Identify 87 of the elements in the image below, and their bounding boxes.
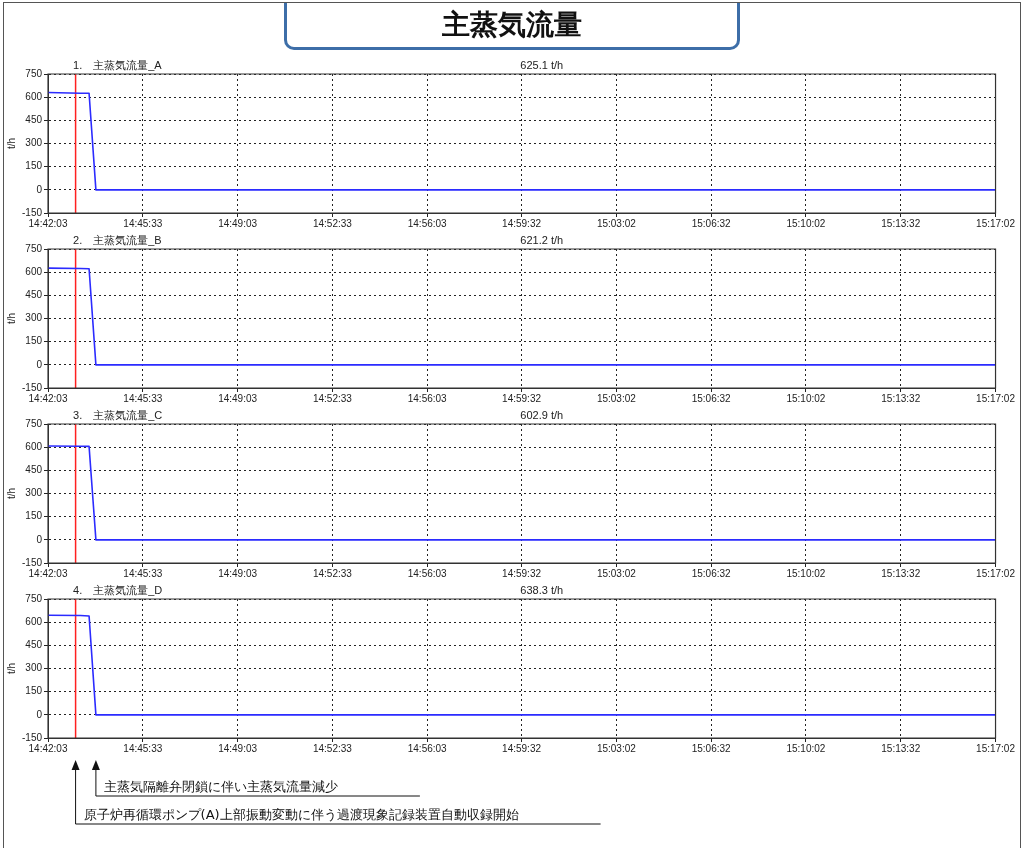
x-tick-label: 15:17:02 xyxy=(976,742,1016,754)
y-tick-label: 300 xyxy=(25,312,43,324)
y-tick-label: -150 xyxy=(22,556,43,568)
x-tick-label: 14:42:03 xyxy=(28,742,68,754)
y-tick-label: 600 xyxy=(25,265,43,277)
x-tick-label: 14:52:33 xyxy=(312,567,353,579)
x-tick-label: 15:10:02 xyxy=(786,392,826,404)
y-axis-title: t/h xyxy=(5,662,17,675)
y-tick-label: 600 xyxy=(25,440,43,452)
x-tick-label: 14:49:03 xyxy=(218,742,258,754)
x-tick-label: 14:59:32 xyxy=(502,392,542,404)
x-tick-label: 14:52:33 xyxy=(312,742,353,754)
x-tick-label: 15:06:32 xyxy=(691,567,732,579)
y-tick-label: 150 xyxy=(25,510,43,522)
text: 602.9 t/h xyxy=(520,408,564,421)
x-tick-label: 14:49:03 xyxy=(218,217,258,229)
x-tick-label: 14:42:03 xyxy=(28,217,68,229)
y-tick-label: 0 xyxy=(36,183,43,195)
y-tick-label: 600 xyxy=(25,90,43,102)
x-tick-label: 14:45:33 xyxy=(123,217,163,229)
x-tick-label: 15:13:32 xyxy=(881,742,921,754)
y-tick-label: 300 xyxy=(25,137,43,149)
x-tick-label: 14:45:33 xyxy=(123,742,163,754)
x-tick-label: 15:17:02 xyxy=(976,392,1016,404)
y-tick-label: 450 xyxy=(25,114,43,126)
y-tick-label: 750 xyxy=(25,592,43,604)
x-tick-label: 15:06:32 xyxy=(691,742,732,754)
x-tick-label: 15:17:02 xyxy=(976,217,1016,229)
x-tick-label: 14:49:03 xyxy=(218,567,258,579)
x-tick-label: 14:59:32 xyxy=(502,742,542,754)
y-tick-label: 0 xyxy=(36,358,43,370)
x-tick-label: 15:03:02 xyxy=(596,217,637,229)
y-tick-label: 0 xyxy=(36,708,43,720)
x-tick-label: 15:06:32 xyxy=(691,392,732,404)
x-tick-label: 14:49:03 xyxy=(218,392,258,404)
chart-subtitle: 1. 主蒸気流量_A xyxy=(73,58,163,71)
y-tick-label: 450 xyxy=(25,289,43,301)
x-tick-label: 14:42:03 xyxy=(28,392,68,404)
x-tick-label: 15:13:32 xyxy=(881,392,921,404)
y-axis-title: t/h xyxy=(5,312,17,325)
y-tick-label: 150 xyxy=(25,685,43,697)
x-tick-label: 15:03:02 xyxy=(596,567,637,579)
x-tick-label: 14:59:32 xyxy=(502,217,542,229)
x-tick-label: 15:03:02 xyxy=(596,742,637,754)
y-tick-label: -150 xyxy=(22,381,43,393)
x-tick-label: 15:10:02 xyxy=(786,217,826,229)
y-tick-label: 300 xyxy=(25,662,43,674)
y-tick-label: -150 xyxy=(22,206,43,218)
text: 621.2 t/h xyxy=(520,233,564,246)
text: 638.3 t/h xyxy=(520,583,564,596)
x-tick-label: 15:13:32 xyxy=(881,567,921,579)
y-tick-label: 0 xyxy=(36,533,43,545)
x-tick-label: 15:03:02 xyxy=(596,392,637,404)
y-axis-title: t/h xyxy=(5,487,17,500)
y-tick-label: 450 xyxy=(25,464,43,476)
y-tick-label: 300 xyxy=(25,487,43,499)
y-tick-label: 600 xyxy=(25,615,43,627)
text: 原子炉再循環ポンプ(A)上部振動変動に伴う過渡現象記録装置自動収録開始 xyxy=(83,807,519,822)
y-tick-label: 750 xyxy=(25,67,43,79)
x-tick-label: 14:52:33 xyxy=(312,392,353,404)
x-tick-label: 14:45:33 xyxy=(123,567,163,579)
x-tick-label: 14:45:33 xyxy=(123,392,163,404)
x-tick-label: 14:42:03 xyxy=(28,567,68,579)
chart-subtitle: 3. 主蒸気流量_C xyxy=(73,408,163,421)
x-tick-label: 14:56:03 xyxy=(407,567,448,579)
chart-subtitle: 2. 主蒸気流量_B xyxy=(73,233,162,246)
x-tick-label: 14:56:03 xyxy=(407,392,448,404)
y-tick-label: 750 xyxy=(25,242,43,254)
text: 625.1 t/h xyxy=(520,58,564,71)
chart-title: 主蒸気流量 xyxy=(284,3,740,50)
x-tick-label: 15:06:32 xyxy=(691,217,732,229)
x-tick-label: 14:59:32 xyxy=(502,567,542,579)
y-tick-label: 450 xyxy=(25,639,43,651)
x-tick-label: 14:52:33 xyxy=(312,217,353,229)
x-tick-label: 15:13:32 xyxy=(881,217,921,229)
text: 主蒸気隔離弁閉鎖に伴い主蒸気流量減少 xyxy=(103,779,338,794)
x-tick-label: 15:10:02 xyxy=(786,742,826,754)
y-tick-label: 150 xyxy=(25,160,43,172)
y-tick-label: 150 xyxy=(25,335,43,347)
x-tick-label: 15:17:02 xyxy=(976,567,1016,579)
x-tick-label: 14:56:03 xyxy=(407,217,448,229)
x-tick-label: 15:10:02 xyxy=(786,567,826,579)
y-axis-title: t/h xyxy=(5,137,17,150)
chart-subtitle: 4. 主蒸気流量_D xyxy=(73,583,163,596)
y-tick-label: 750 xyxy=(25,417,43,429)
x-tick-label: 14:56:03 xyxy=(407,742,448,754)
y-tick-label: -150 xyxy=(22,731,43,743)
